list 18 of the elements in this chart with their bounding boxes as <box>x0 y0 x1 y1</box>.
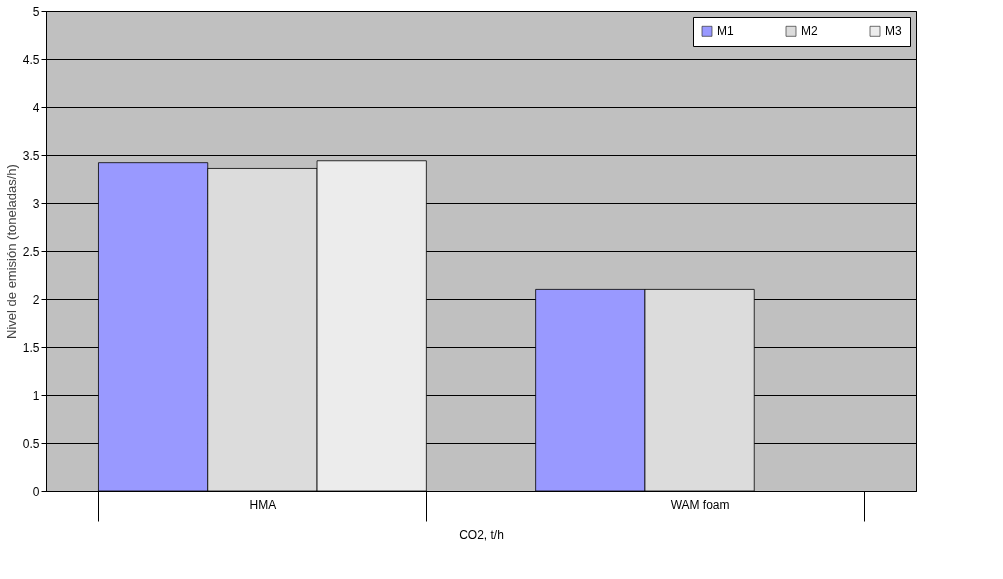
y-tick-label: 3.5 <box>22 148 40 163</box>
y-tick-label: 0 <box>32 484 40 499</box>
y-tick-label: 1 <box>32 388 40 403</box>
x-axis-title: CO2, t/h <box>459 528 504 542</box>
y-tick-label: 4 <box>32 100 40 115</box>
x-tick-label: HMA <box>249 497 277 512</box>
y-tick-label: 2.5 <box>22 244 40 259</box>
y-tick-label: 0.5 <box>22 436 40 451</box>
y-tick-label: 5 <box>32 4 40 19</box>
legend-label: M1 <box>717 24 734 39</box>
legend-label: M2 <box>801 24 818 39</box>
y-tick-label: 2 <box>32 292 40 307</box>
x-tick-label: WAM foam <box>670 497 730 512</box>
y-tick-label: 3 <box>32 196 40 211</box>
y-axis-title: Nivel de emisión (toneladas/h) <box>3 164 19 339</box>
legend-label: M3 <box>885 24 902 39</box>
y-tick-label: 4.5 <box>22 52 40 67</box>
y-tick-label: 1.5 <box>22 340 40 355</box>
